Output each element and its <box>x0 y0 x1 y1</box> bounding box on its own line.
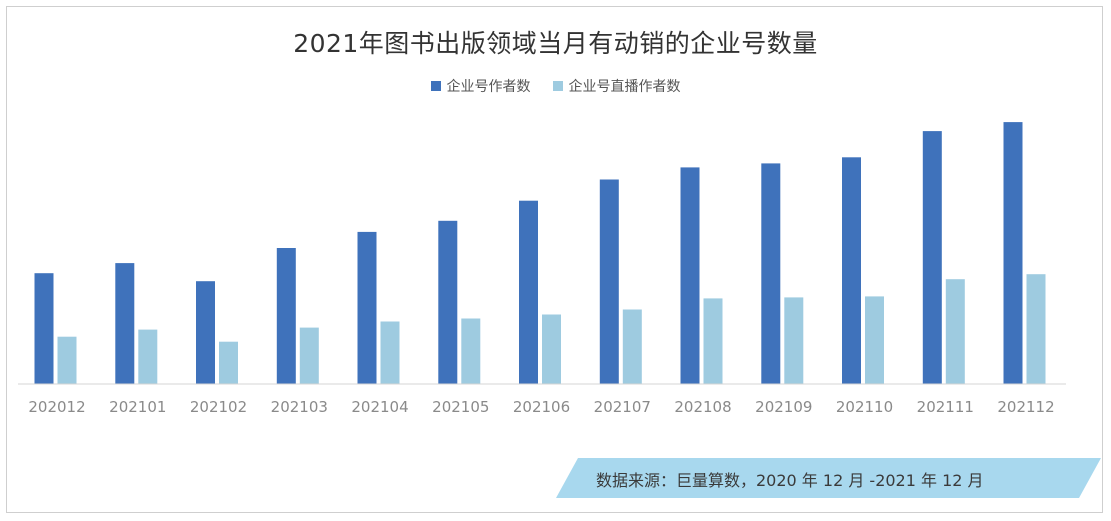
bar-live-202012 <box>57 336 77 384</box>
x-tick-202106: 202106 <box>513 398 570 416</box>
bar-author-202103 <box>276 248 296 384</box>
x-tick-202103: 202103 <box>271 398 328 416</box>
legend: 企业号作者数 企业号直播作者数 <box>0 76 1111 96</box>
bar-author-202012 <box>34 273 54 384</box>
x-tick-202105: 202105 <box>432 398 489 416</box>
legend-label-author: 企业号作者数 <box>446 79 531 95</box>
x-tick-202111: 202111 <box>917 398 974 416</box>
bar-author-202111 <box>922 131 942 384</box>
source-banner <box>556 458 1101 498</box>
bar-author-202112 <box>1003 122 1023 384</box>
x-tick-202109: 202109 <box>755 398 812 416</box>
x-tick-labels: 202012 202101 202102 202103 202104 202105 2021… <box>28 398 1054 416</box>
bar-author-202102 <box>196 281 215 384</box>
bar-live-202108 <box>703 298 723 384</box>
x-tick-202102: 202102 <box>190 398 247 416</box>
x-tick-202108: 202108 <box>674 398 731 416</box>
bar-live-202105 <box>461 318 481 384</box>
bar-author-202108 <box>680 167 700 384</box>
bar-author-202107 <box>599 179 619 384</box>
bar-author-202105 <box>438 220 458 384</box>
bar-author-202106 <box>519 200 538 384</box>
bar-live-202111 <box>945 279 965 384</box>
bar-live-202104 <box>380 321 400 384</box>
source-text: 数据来源：巨量算数，2020 年 12 月 -2021 年 12 月 <box>596 471 984 490</box>
source-banner-shape <box>556 458 1101 498</box>
bar-author-202104 <box>357 231 377 384</box>
bar-author-202101 <box>115 263 135 384</box>
bar-live-202102 <box>219 341 238 384</box>
bar-author-202109 <box>761 163 781 384</box>
bar-live-202106 <box>542 314 561 384</box>
legend-label-live: 企业号直播作者数 <box>568 79 681 95</box>
x-tick-202012: 202012 <box>28 398 85 416</box>
x-tick-202107: 202107 <box>594 398 651 416</box>
x-tick-202110: 202110 <box>836 398 893 416</box>
x-tick-202112: 202112 <box>997 398 1054 416</box>
legend-swatch-author <box>430 81 441 91</box>
legend-item-author: 企业号作者数 <box>430 76 531 96</box>
bars-group <box>34 122 1046 384</box>
legend-swatch-live <box>552 81 563 91</box>
legend-item-live: 企业号直播作者数 <box>552 76 681 96</box>
bar-live-202107 <box>622 309 642 384</box>
bar-live-202109 <box>784 297 804 384</box>
bar-live-202112 <box>1026 274 1046 384</box>
bar-live-202103 <box>299 327 319 384</box>
chart-title: 2021年图书出版领域当月有动销的企业号数量 <box>293 29 818 58</box>
x-tick-202101: 202101 <box>109 398 166 416</box>
bar-author-202110 <box>842 157 861 384</box>
bar-live-202101 <box>138 329 158 384</box>
x-tick-202104: 202104 <box>351 398 408 416</box>
bar-live-202110 <box>865 296 884 384</box>
